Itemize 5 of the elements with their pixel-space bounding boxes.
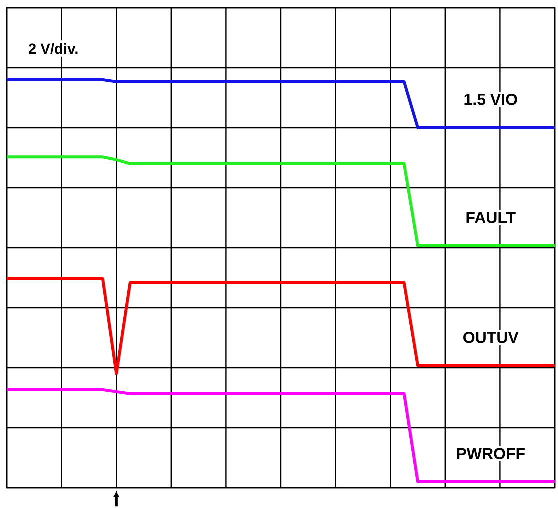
text: 2 V/div. bbox=[28, 43, 78, 54]
series-label: PWROFF bbox=[457, 448, 525, 460]
series-label: FAULT bbox=[466, 212, 516, 224]
series-label: OUTUV bbox=[464, 332, 519, 344]
series-label: 1.5 VIO bbox=[464, 94, 518, 106]
